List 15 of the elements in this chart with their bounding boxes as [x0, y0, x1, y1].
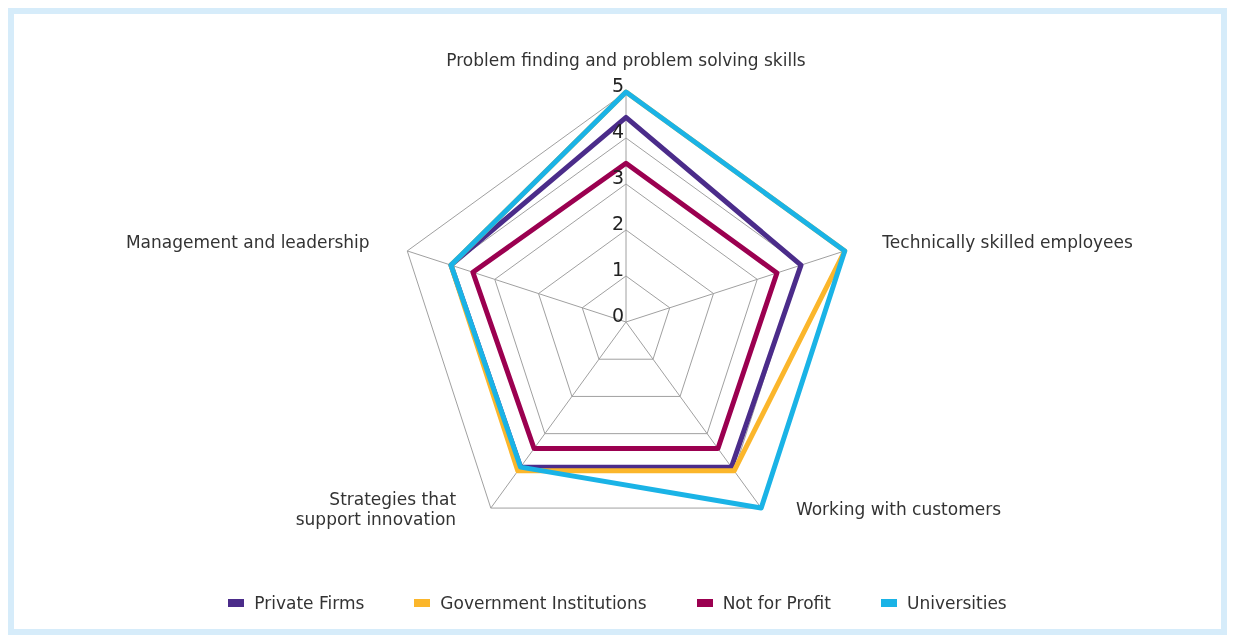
y-tick-label: 4	[611, 120, 624, 142]
y-tick-label: 2	[611, 212, 624, 234]
y-tick-label: 5	[611, 74, 624, 96]
legend-label: Universities	[905, 593, 1007, 613]
spoke-label: Technically skilled employees	[881, 232, 1134, 253]
y-tick-label: 3	[611, 166, 624, 188]
spoke-label: Management and leadership	[125, 232, 370, 253]
legend-label: Not for Profit	[721, 593, 831, 613]
y-tick-label: 1	[611, 258, 624, 280]
legend-label: Private Firms	[253, 593, 365, 613]
y-tick-label: 0	[611, 304, 624, 326]
spoke-label: Strategies that support innovation	[295, 488, 457, 529]
legend-label: Government Institutions	[439, 593, 647, 613]
spoke-label: Working with customers	[795, 498, 1002, 519]
spoke-label: Problem finding and problem solving skills	[446, 50, 806, 70]
